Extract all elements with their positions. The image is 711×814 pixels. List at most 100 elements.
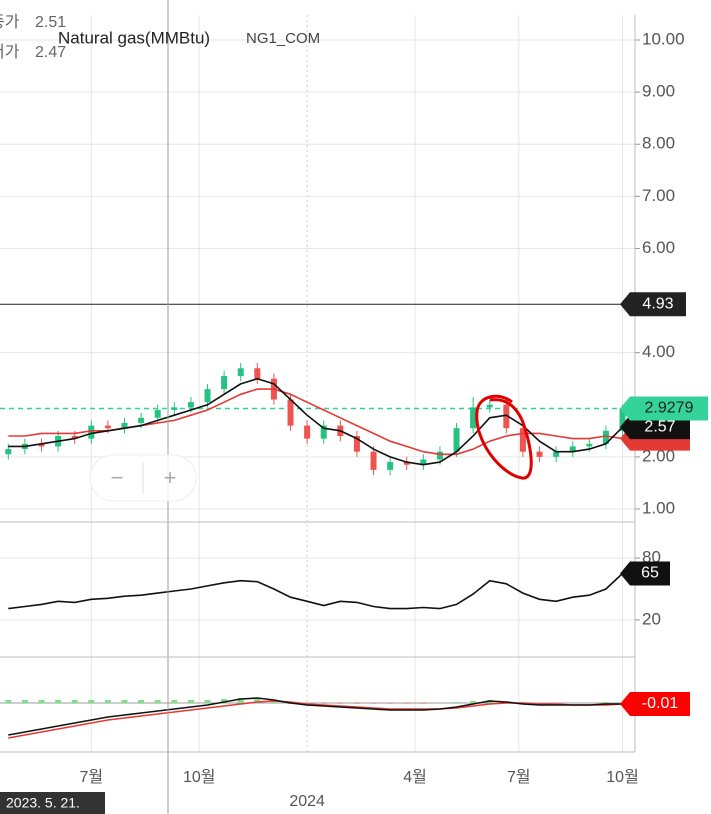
info-label: 종가 bbox=[0, 13, 20, 31]
value-tag-label: 4.93 bbox=[642, 295, 673, 312]
y-tick-label: 4.00 bbox=[642, 342, 675, 361]
histogram-bar bbox=[403, 703, 410, 704]
x-tick-label: 7월 bbox=[507, 768, 531, 786]
histogram-bar bbox=[104, 700, 111, 703]
y-tick-label: 1.00 bbox=[642, 498, 675, 517]
candle-body bbox=[370, 451, 377, 470]
value-tag-label: 2.9279 bbox=[645, 400, 694, 417]
candle-body bbox=[88, 425, 95, 439]
value-tag bbox=[620, 415, 690, 440]
histogram-bar bbox=[121, 700, 128, 703]
x-tick-label: 10월 bbox=[183, 768, 216, 786]
x-tick-label: 4월 bbox=[403, 768, 427, 786]
info-value: 2.51 bbox=[35, 14, 66, 31]
candle-body bbox=[470, 407, 477, 429]
zoom-out-button[interactable]: − bbox=[111, 465, 124, 490]
candle-body bbox=[320, 425, 327, 439]
histogram-bar bbox=[171, 700, 178, 703]
candle-body bbox=[171, 407, 178, 410]
histogram-bar bbox=[88, 700, 95, 703]
zoom-in-button[interactable]: + bbox=[164, 465, 177, 490]
y-tick-label: 6.00 bbox=[642, 238, 675, 257]
candle-body bbox=[353, 436, 360, 452]
candle-body bbox=[453, 428, 460, 452]
histogram-bar bbox=[320, 703, 327, 704]
y-tick-label: 9.00 bbox=[642, 82, 675, 101]
candle-body bbox=[71, 436, 78, 439]
candle-body bbox=[138, 417, 145, 423]
candle-body bbox=[553, 451, 560, 457]
candle-body bbox=[154, 409, 161, 418]
histogram-bar bbox=[254, 699, 261, 703]
annotation-circle bbox=[475, 394, 533, 480]
candle-body bbox=[38, 443, 45, 447]
line-series bbox=[8, 700, 623, 739]
crosshair-date: 2023. 5. 21. bbox=[6, 795, 80, 811]
candle-body bbox=[121, 422, 128, 429]
value-tag bbox=[620, 561, 670, 586]
value-tag bbox=[620, 396, 708, 421]
candle-body bbox=[420, 459, 427, 465]
candle-body bbox=[287, 399, 294, 426]
info-label: 저가 bbox=[0, 43, 20, 61]
y-tick-label: 8.00 bbox=[642, 134, 675, 153]
date-tag bbox=[0, 792, 105, 814]
y-tick-label: 10.00 bbox=[642, 29, 685, 48]
histogram-bar bbox=[21, 700, 28, 703]
y-tick-label: 2.00 bbox=[642, 446, 675, 465]
y-tick-label: 20 bbox=[642, 609, 661, 628]
candle-body bbox=[436, 451, 443, 460]
histogram-bar bbox=[602, 702, 609, 703]
candle-body bbox=[221, 376, 228, 390]
candle-body bbox=[304, 425, 311, 439]
histogram-bar bbox=[221, 699, 228, 703]
candle-body bbox=[5, 449, 12, 455]
histogram-bar bbox=[38, 700, 45, 703]
info-value: 2.47 bbox=[35, 44, 66, 61]
candle-body bbox=[503, 404, 510, 429]
histogram-bar bbox=[420, 703, 427, 704]
candle-body bbox=[586, 443, 593, 447]
x-tick-label: 2024 bbox=[289, 793, 325, 810]
line-series bbox=[8, 572, 624, 610]
value-tag bbox=[620, 692, 690, 716]
candle-body bbox=[519, 428, 526, 452]
candle-body bbox=[254, 368, 261, 379]
y-tick-label: 7.00 bbox=[642, 186, 675, 205]
value-tag bbox=[620, 292, 686, 317]
histogram-bar bbox=[337, 703, 344, 704]
candle-body bbox=[619, 408, 626, 431]
histogram-bar bbox=[370, 703, 377, 704]
histogram-bar bbox=[204, 700, 211, 703]
histogram-bar bbox=[353, 703, 360, 704]
histogram-bar bbox=[387, 703, 394, 704]
value-tag-label: -0.01 bbox=[642, 695, 679, 712]
zoom-control: − + bbox=[89, 454, 197, 502]
marks-layer bbox=[0, 303, 635, 739]
histogram-bar bbox=[453, 702, 460, 703]
candle-body bbox=[187, 402, 194, 408]
candle-body bbox=[403, 462, 410, 465]
x-tick-label: 7월 bbox=[79, 768, 103, 786]
candle-body bbox=[104, 425, 111, 429]
candle-body bbox=[569, 446, 576, 452]
histogram-bar bbox=[5, 700, 12, 703]
histogram-bar bbox=[71, 700, 78, 703]
candle-body bbox=[387, 462, 394, 470]
histogram-bar bbox=[55, 700, 62, 703]
line-series bbox=[8, 377, 624, 466]
chart-title: Natural gas(MMBtu) bbox=[58, 28, 210, 47]
value-tag-label: 2.57 bbox=[644, 418, 675, 435]
grid-layer bbox=[0, 15, 635, 752]
value-tag-label: 65 bbox=[641, 565, 659, 582]
x-tick-label: 10월 bbox=[606, 768, 639, 786]
histogram-bar bbox=[270, 702, 277, 703]
histogram-bar bbox=[187, 700, 194, 703]
candle-body bbox=[486, 404, 493, 408]
histogram-bar bbox=[138, 700, 145, 703]
candle-body bbox=[237, 368, 244, 377]
histogram-bar bbox=[237, 698, 244, 703]
line-series bbox=[8, 697, 623, 736]
